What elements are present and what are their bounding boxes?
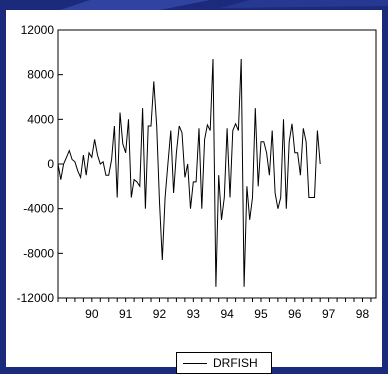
x-tick-label: 97: [322, 307, 336, 321]
chart-panel: -12000 -8000 -4000 0 4000 8000 12000 90 91 92 93 9…: [6, 10, 382, 374]
legend-label: DRFISH: [213, 356, 258, 370]
x-tick-label: 91: [119, 307, 133, 321]
y-tick-label: -12000: [17, 291, 55, 305]
x-axis: 90 91 92 93 94 95 96 97 98: [57, 298, 372, 321]
legend-swatch: [183, 362, 207, 364]
y-tick-label: -4000: [23, 202, 54, 216]
x-tick-label: 90: [85, 307, 99, 321]
x-tick-label: 94: [220, 307, 234, 321]
x-tick-label: 95: [254, 307, 268, 321]
y-tick-label: 12000: [21, 23, 55, 37]
x-tick-label: 92: [153, 307, 167, 321]
series-line-drfish: [57, 58, 321, 287]
y-tick-label: 0: [47, 157, 54, 171]
x-tick-label: 98: [356, 307, 370, 321]
y-tick-label: 4000: [27, 112, 54, 126]
x-tick-label: 96: [288, 307, 302, 321]
y-tick-label: 8000: [27, 68, 54, 82]
x-tick-label: 93: [187, 307, 201, 321]
legend: DRFISH: [176, 352, 272, 374]
y-tick-label: -8000: [23, 246, 54, 260]
y-axis: -12000 -8000 -4000 0 4000 8000 12000: [17, 23, 63, 305]
